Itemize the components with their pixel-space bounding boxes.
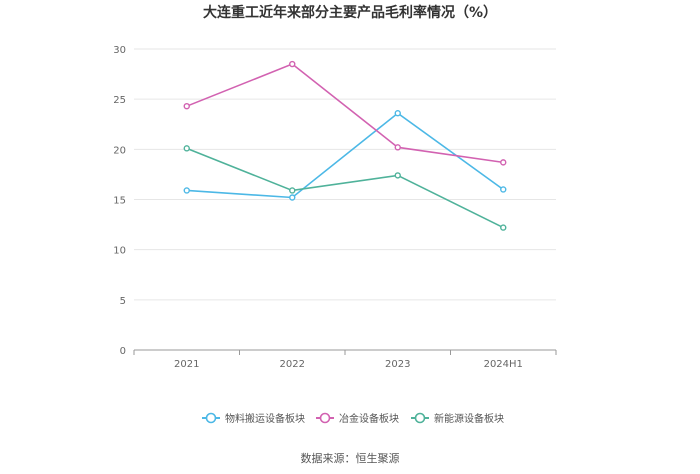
series-0 [183,110,507,201]
data-point [500,224,507,231]
x-tick-label: 2023 [385,359,410,370]
legend-marker-icon [319,412,331,424]
legend-item[interactable]: 物料搬运设备板块 [202,412,305,425]
y-tick-label: 25 [113,95,126,106]
data-point [394,144,401,151]
y-tick-label: 20 [113,145,126,156]
legend-item[interactable]: 新能源设备板块 [411,412,504,425]
series-line [186,112,504,199]
legend-marker-icon [205,412,217,424]
y-tick-label: 0 [120,346,126,357]
series-layer [183,60,507,231]
data-point [394,110,401,117]
series-2 [183,145,507,231]
y-tick-label: 30 [113,45,126,56]
data-point [394,172,401,179]
x-axis: 2021 2022 2023 2024H1 [133,349,557,370]
data-point [289,60,296,68]
data-point [183,187,190,194]
legend: 物料搬运设备板块 冶金设备板块 新能源设备板块 [202,412,504,425]
data-point [289,187,296,194]
data-point [500,186,507,193]
data-source: 数据来源：恒生聚源 [301,451,400,465]
y-tick-label: 10 [113,246,126,257]
grid-lines [134,48,556,301]
legend-marker-icon [414,412,426,424]
y-tick-label: 15 [113,196,126,207]
x-tick-label: 2021 [174,359,199,370]
legend-item[interactable]: 冶金设备板块 [316,412,399,425]
series-1 [183,60,507,166]
data-point [289,194,296,201]
legend-label: 新能源设备板块 [434,412,504,425]
legend-label: 物料搬运设备板块 [225,412,305,425]
data-point [183,145,190,152]
chart-title: 大连重工近年来部分主要产品毛利率情况（%） [203,4,497,21]
x-tick-label: 2024H1 [484,359,523,370]
legend-label: 冶金设备板块 [339,412,399,425]
y-tick-label: 5 [120,296,126,307]
series-line [186,147,504,229]
data-point [183,102,190,110]
x-tick-label: 2022 [280,359,305,370]
data-point [500,159,507,166]
y-axis: 0 5 10 15 20 25 30 [113,45,126,357]
series-line [186,63,504,164]
